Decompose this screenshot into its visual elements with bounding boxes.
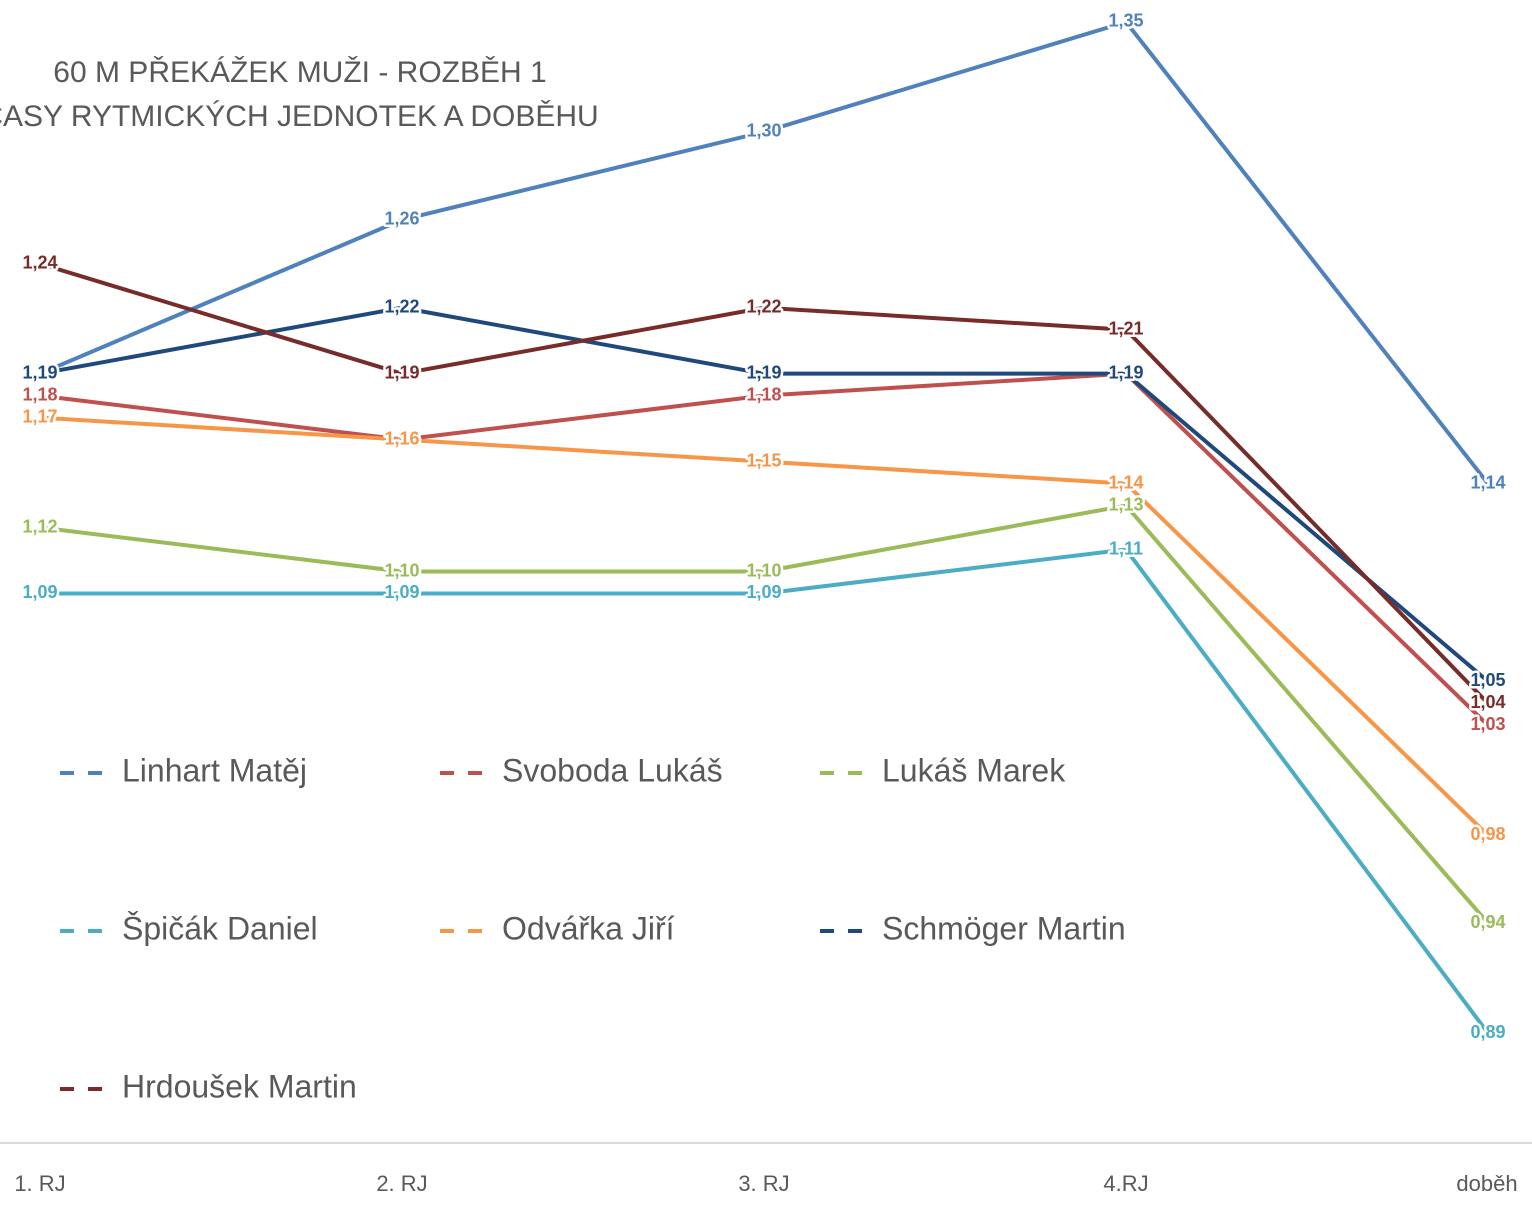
data-label: 1,19 [22, 362, 57, 382]
legend-label: Odvářka Jiří [502, 910, 675, 946]
legend-label: Schmöger Martin [882, 910, 1126, 946]
data-label: 1,16 [384, 428, 419, 448]
data-label: 0,98 [1470, 824, 1505, 844]
data-label: 1,22 [384, 296, 419, 316]
data-label: 1,19 [746, 362, 781, 382]
data-label: 1,09 [22, 582, 57, 602]
series-line [39, 371, 1490, 727]
x-tick-label: 2. RJ [376, 1171, 427, 1196]
data-label: 1,04 [1470, 692, 1505, 712]
data-label: 1,30 [746, 121, 781, 141]
data-labels: 1,191,261,301,351,141,181,161,181,191,03… [20, 8, 1508, 1044]
chart-title: 60 M PŘEKÁŽEK MUŽI - ROZBĚH 1 [53, 56, 546, 89]
legend-label: Špičák Daniel [122, 910, 318, 946]
data-label: 1,19 [384, 362, 419, 382]
data-label: 1,13 [1108, 494, 1143, 514]
data-label: 1,21 [1108, 318, 1143, 338]
series-line [40, 547, 1490, 1035]
legend-label: Hrdoušek Martin [122, 1068, 357, 1104]
x-tick-label: 1. RJ [14, 1171, 65, 1196]
data-label: 1,14 [1470, 472, 1505, 492]
data-label: 1,18 [746, 384, 781, 404]
data-label: 1,26 [384, 209, 419, 229]
data-label: 0,94 [1470, 912, 1505, 932]
legend-label: Lukáš Marek [882, 752, 1066, 788]
chart-subtitle: ČASY RYTMICKÝCH JEDNOTEK A DOBĚHU [0, 99, 599, 133]
series-line [39, 503, 1490, 925]
data-label: 1,22 [746, 296, 781, 316]
data-label: 1,11 [1109, 538, 1143, 558]
legend-label: Linhart Matěj [122, 752, 307, 788]
data-label: 1,19 [1108, 362, 1143, 382]
data-label: 1,19 [1108, 362, 1143, 382]
legend-label: Svoboda Lukáš [502, 752, 723, 788]
data-label: 1,14 [1108, 472, 1143, 492]
data-label: 1,03 [1470, 714, 1505, 734]
data-label: 1,09 [384, 582, 419, 602]
series-line [39, 415, 1490, 837]
data-label: 1,10 [746, 560, 781, 580]
x-tick-label: doběh [1456, 1171, 1517, 1196]
data-label: 1,16 [384, 428, 419, 448]
x-tick-label: 4.RJ [1103, 1171, 1148, 1196]
data-label: 1,15 [746, 450, 781, 470]
data-label: 1,12 [22, 516, 57, 536]
data-label: 0,89 [1470, 1022, 1505, 1042]
data-label: 1,05 [1470, 670, 1505, 690]
data-label: 1,17 [22, 406, 57, 426]
series-line [39, 305, 1490, 683]
series-line [39, 261, 1490, 705]
data-label: 1,24 [22, 253, 57, 273]
data-label: 1,09 [746, 582, 781, 602]
lines [39, 19, 1490, 1035]
series-line [39, 19, 1490, 485]
data-label: 1,19 [22, 362, 57, 382]
data-label: 1,35 [1108, 11, 1143, 31]
data-label: 1,18 [22, 384, 57, 404]
data-label: 1,10 [384, 560, 419, 580]
x-tick-label: 3. RJ [738, 1171, 789, 1196]
